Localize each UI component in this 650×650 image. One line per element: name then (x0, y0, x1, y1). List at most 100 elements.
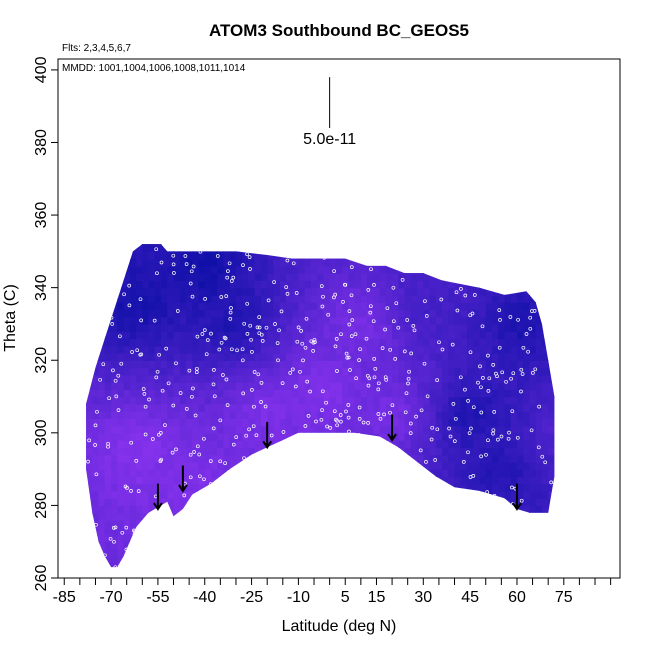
sample-point (407, 462, 411, 466)
sample-point (453, 416, 458, 421)
sample-point (165, 245, 170, 250)
sample-point (284, 285, 289, 289)
sample-point (319, 517, 324, 521)
sample-point (174, 361, 178, 366)
sample-point (252, 370, 257, 374)
sample-point (400, 278, 405, 282)
x-axis-label: Latitude (deg N) (282, 618, 397, 635)
sample-point (105, 244, 110, 247)
sample-point (136, 489, 141, 493)
sample-point (312, 552, 317, 557)
sample-point (276, 358, 280, 363)
sample-point (468, 475, 473, 479)
sample-point (504, 379, 508, 384)
sample-point (440, 347, 445, 352)
sample-point (309, 458, 313, 462)
sample-point (491, 363, 496, 367)
sample-point (163, 520, 167, 525)
sample-point (387, 515, 392, 520)
plot-frame (57, 58, 621, 579)
sample-point (195, 518, 199, 523)
sample-point (304, 248, 309, 253)
sample-point (436, 518, 441, 523)
sample-point (247, 427, 251, 432)
sample-point (419, 564, 424, 568)
sample-point (92, 304, 97, 309)
sample-point (231, 442, 236, 447)
sample-point (298, 518, 303, 523)
sample-point (281, 562, 285, 567)
sample-point (113, 565, 118, 568)
sample-point (330, 249, 335, 254)
sample-point (429, 437, 434, 442)
sample-point (549, 480, 554, 485)
sample-point (94, 472, 99, 477)
sample-point (232, 509, 236, 514)
sample-point (182, 493, 187, 498)
sample-point (368, 310, 373, 315)
sample-point (241, 391, 246, 396)
sample-point (195, 334, 200, 339)
sample-point (96, 327, 101, 331)
sample-point (129, 440, 134, 445)
sample-point (423, 299, 427, 304)
sample-point (193, 413, 198, 418)
sample-point (87, 283, 91, 287)
y-tick-label: 300 (33, 419, 50, 446)
sample-point (190, 294, 195, 299)
sample-point (378, 534, 383, 539)
sample-point (552, 285, 555, 289)
sample-point (198, 474, 202, 479)
sample-point (111, 526, 116, 530)
sample-point (188, 452, 193, 457)
sample-point (339, 332, 343, 337)
sample-point (341, 300, 345, 304)
sample-point (406, 488, 411, 492)
sample-point (414, 414, 418, 419)
sample-point (544, 320, 549, 325)
sample-point (311, 349, 315, 353)
sample-point (82, 527, 85, 530)
sample-point (559, 358, 562, 361)
sample-point (543, 460, 548, 465)
sample-point (272, 280, 276, 284)
sample-point (360, 543, 365, 548)
tropopause-arrow (387, 414, 397, 442)
sample-point (502, 503, 506, 507)
sample-point (520, 536, 525, 541)
sample-point (346, 355, 351, 360)
sample-point (484, 452, 488, 457)
sample-point (366, 288, 371, 292)
sample-point (79, 468, 82, 471)
sample-point (202, 328, 207, 332)
sample-point (315, 480, 320, 485)
sample-point (546, 251, 550, 256)
sample-point (147, 397, 151, 402)
sample-point (465, 510, 470, 514)
sample-point (352, 455, 357, 460)
sample-point (339, 419, 343, 424)
sample-point (364, 336, 369, 341)
sample-point (222, 335, 227, 340)
sample-point (154, 375, 159, 380)
sample-point (111, 279, 116, 284)
sample-point (299, 436, 304, 440)
sample-point (212, 368, 216, 372)
sample-point (250, 388, 254, 392)
sample-point (557, 410, 560, 413)
sample-point (127, 283, 132, 288)
sample-point (405, 318, 410, 322)
sample-point (135, 348, 140, 353)
chart-title: ATOM3 Southbound BC_GEOS5 (209, 21, 469, 40)
sample-point (368, 304, 373, 309)
sample-point (160, 388, 165, 393)
sample-point (515, 244, 519, 247)
sample-point (352, 496, 357, 500)
sample-point (225, 403, 230, 407)
sample-point (386, 249, 391, 254)
sample-point (399, 557, 404, 562)
sample-point (240, 557, 245, 562)
sample-point (191, 386, 195, 391)
sample-point (349, 515, 354, 520)
